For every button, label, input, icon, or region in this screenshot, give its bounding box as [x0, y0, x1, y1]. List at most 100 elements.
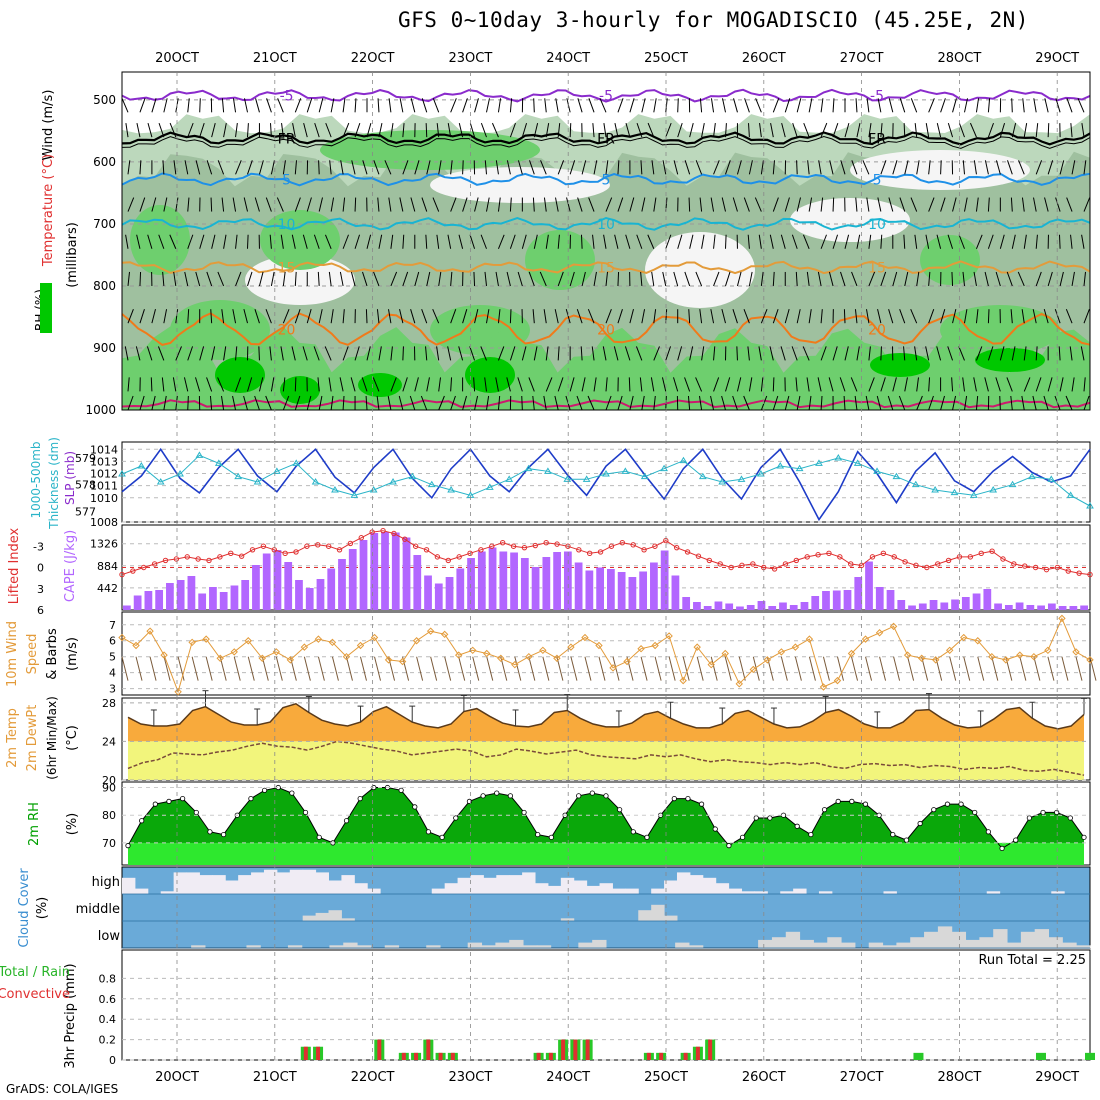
- wind-barb: [639, 377, 643, 392]
- cape-bar: [520, 558, 529, 610]
- cape-bar: [994, 603, 1002, 610]
- cloud-middle-bar: [315, 912, 330, 921]
- wind-barb: [629, 197, 635, 212]
- wind-barb: [372, 377, 380, 392]
- rh-moist-patch: [260, 210, 340, 270]
- cape-tick-label: 442: [97, 582, 118, 595]
- li-marker: [412, 543, 419, 549]
- thickness-marker: [389, 478, 397, 485]
- cloud-low-bar: [771, 937, 787, 948]
- wind-speed-marker: [721, 649, 729, 658]
- wind-speed-marker: [777, 648, 786, 656]
- cloud-low-bar: [813, 942, 828, 948]
- cloud-low-bar: [287, 945, 303, 948]
- cloud-low-bar: [1034, 929, 1050, 948]
- thickness-tick-label: 579: [75, 452, 96, 465]
- wind-barb: [928, 197, 935, 212]
- thickness-marker: [1066, 491, 1075, 498]
- cloud-middle-bar: [341, 918, 355, 921]
- wind-barb: [1023, 377, 1031, 392]
- wind-barb: [689, 234, 694, 249]
- temp-contour-label: -5: [599, 89, 613, 105]
- li-marker: [684, 549, 691, 555]
- wind-barb-10m: [205, 656, 213, 681]
- cape-bar: [563, 551, 572, 610]
- wind-barb: [925, 346, 930, 361]
- li-marker: [543, 540, 549, 546]
- wind-barb: [673, 271, 679, 287]
- wind-barb: [545, 377, 553, 392]
- wind-speed-marker: [946, 646, 954, 655]
- wind-barb: [282, 160, 286, 175]
- wind-barb: [354, 197, 357, 212]
- wind-barb: [840, 160, 846, 175]
- wind-speed-marker: [889, 622, 898, 631]
- pressure-tick-label: 800: [93, 279, 116, 293]
- thickness-marker: [214, 459, 223, 466]
- wind-barb: [868, 346, 871, 361]
- wind-barb: [769, 346, 774, 361]
- temp-contour-10: [121, 216, 1091, 231]
- wind-barb: [206, 271, 213, 287]
- wind-barb: [725, 123, 727, 138]
- cape-bar: [553, 552, 561, 610]
- thickness-marker: [950, 488, 959, 496]
- wind-barb: [480, 234, 487, 249]
- wind-barb: [807, 160, 810, 175]
- li-marker: [641, 547, 647, 553]
- wind-barb: [163, 98, 168, 113]
- wind-barb: [973, 271, 977, 287]
- wind-barb: [339, 377, 344, 392]
- li-marker: [891, 554, 897, 560]
- wind-barb: [758, 234, 762, 249]
- wind-barb: [695, 160, 703, 175]
- date-tick-top: 23OCT: [449, 51, 493, 66]
- wind-barb-10m: [935, 656, 943, 681]
- wind-speed-marker: [833, 676, 842, 685]
- wind-barb: [710, 197, 715, 212]
- wind-barb: [436, 346, 440, 361]
- wind-barb: [928, 271, 931, 287]
- wind-speed-marker: [861, 635, 870, 643]
- wind-barb: [866, 197, 870, 212]
- wind-speed-marker: [188, 638, 196, 647]
- wind-speed-marker: [1044, 646, 1052, 655]
- wind-barb: [458, 123, 464, 138]
- wind-tick-label: 3: [109, 683, 116, 696]
- wind-barb: [713, 123, 716, 138]
- cape-bar: [843, 590, 852, 610]
- cape-bar: [574, 562, 583, 610]
- li-marker: [206, 557, 212, 564]
- wind-speed-marker: [1016, 651, 1024, 659]
- wind-speed-marker: [791, 643, 800, 651]
- wind-barb: [806, 271, 810, 287]
- wind-barb: [688, 309, 691, 324]
- wind-barb-10m: [879, 656, 887, 681]
- wind-barb: [377, 197, 380, 212]
- cloud-low-bar: [1076, 945, 1091, 948]
- wind-barb: [270, 123, 272, 138]
- wind-barb: [936, 234, 942, 249]
- wind-barb: [592, 123, 595, 138]
- wind-barb: [1035, 234, 1038, 249]
- temp-contour-label: 5: [873, 172, 882, 188]
- wind-barb: [254, 395, 260, 411]
- wind-barb: [484, 160, 487, 175]
- wind-barb: [928, 309, 935, 324]
- cloud-high-bar: [741, 891, 755, 894]
- cape-bar: [402, 537, 411, 610]
- wind-barb: [540, 160, 547, 175]
- wind-barb: [1035, 346, 1038, 361]
- wind-barb: [772, 160, 775, 175]
- rh-dry-patch: [430, 167, 610, 203]
- rh-moist-patch: [320, 130, 540, 170]
- thickness-marker: [176, 470, 184, 477]
- li-marker: [1043, 566, 1050, 573]
- cape-bar: [682, 597, 691, 610]
- wind-speed-marker: [875, 629, 884, 637]
- rh2-marker: [698, 801, 705, 807]
- wind-barb: [158, 122, 165, 138]
- wind-barb: [1059, 377, 1064, 392]
- temp-contour-surface: [121, 399, 1091, 409]
- wind-barb-10m: [1019, 656, 1027, 681]
